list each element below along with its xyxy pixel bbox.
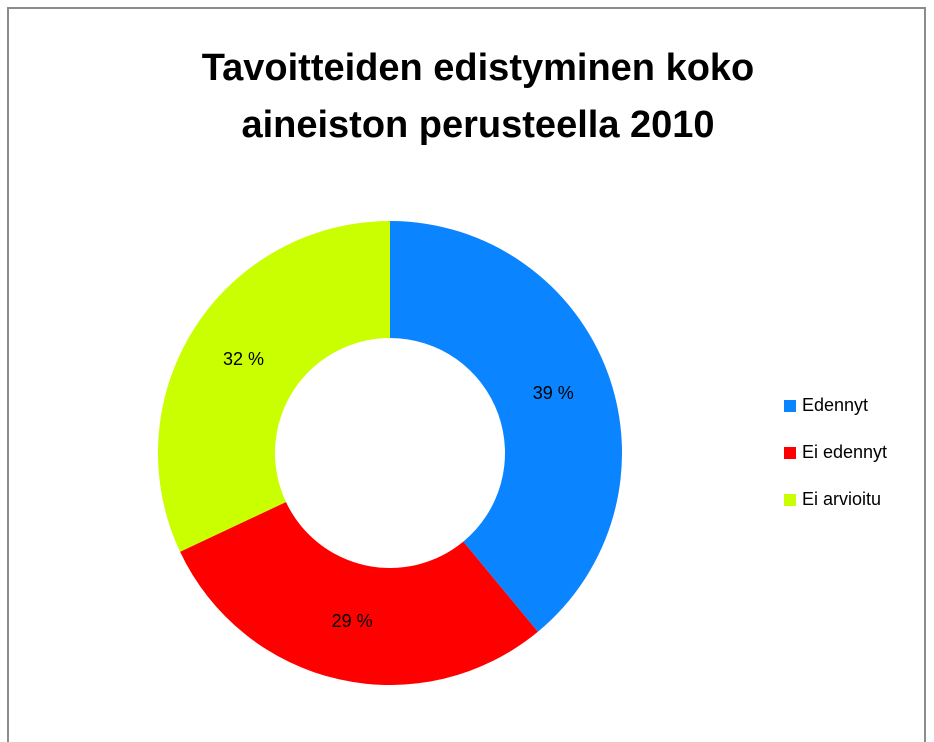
- legend-swatch: [784, 400, 796, 412]
- legend-label: Ei arvioitu: [802, 489, 881, 509]
- donut-slice: [157, 221, 390, 552]
- data-label: 39 %: [533, 383, 574, 403]
- donut-slice: [180, 501, 538, 685]
- legend-label: Ei edennyt: [802, 442, 887, 462]
- data-label: 29 %: [332, 611, 373, 631]
- data-label: 32 %: [223, 349, 264, 369]
- legend-swatch: [784, 494, 796, 506]
- legend-swatch: [784, 447, 796, 459]
- chart-title: aineiston perusteella 2010: [241, 104, 714, 146]
- legend-label: Edennyt: [802, 395, 868, 415]
- donut-slice: [390, 221, 622, 632]
- chart-title: Tavoitteiden edistyminen koko: [202, 47, 755, 89]
